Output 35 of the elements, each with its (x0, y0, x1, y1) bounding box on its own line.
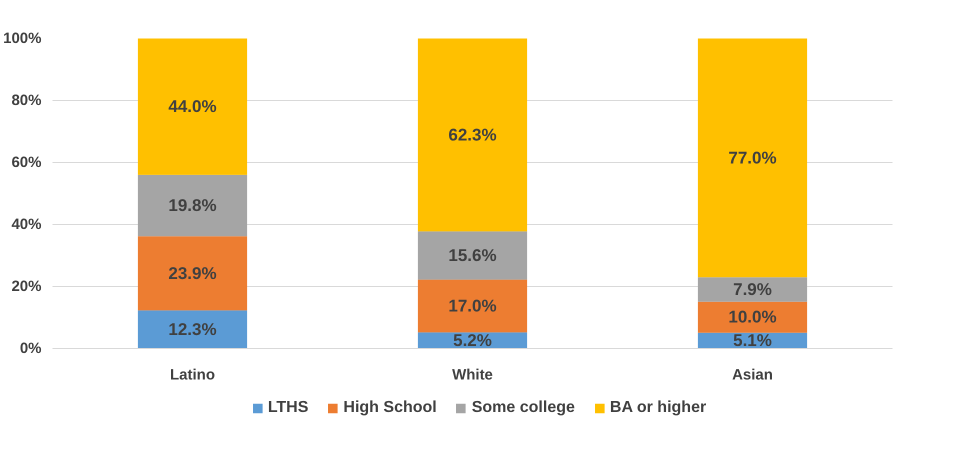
data-label: 77.0% (728, 148, 777, 168)
data-label: 12.3% (168, 320, 217, 339)
y-tick-label: 100% (3, 30, 42, 47)
data-label: 19.8% (168, 196, 217, 216)
bar (138, 174, 248, 236)
bar (418, 280, 528, 332)
bar (138, 38, 248, 175)
y-tick-label: 40% (11, 216, 42, 233)
data-label: 17.0% (448, 296, 497, 316)
y-tick-label: 0% (20, 340, 42, 357)
data-label: 15.6% (448, 246, 497, 265)
data-label: 10.0% (728, 308, 777, 327)
x-tick-label: Latino (170, 366, 216, 384)
bar (698, 38, 808, 278)
y-tick-label: 60% (11, 154, 42, 171)
legend-label: Some college (472, 399, 575, 417)
legend-label: BA or higher (610, 399, 706, 417)
bar (698, 277, 808, 302)
bar (698, 302, 808, 333)
x-tick-label: White (452, 366, 493, 384)
y-tick-label: 20% (11, 278, 42, 295)
bar (418, 38, 528, 232)
legend-label: LTHS (268, 399, 308, 417)
data-label: 23.9% (168, 264, 217, 283)
data-label: 5.1% (733, 331, 772, 350)
y-tick-label: 80% (11, 92, 42, 109)
data-label: 44.0% (168, 97, 217, 116)
x-tick-label: Asian (732, 366, 773, 384)
data-label: 5.2% (453, 330, 492, 350)
data-label: 7.9% (733, 280, 772, 299)
bar (418, 231, 528, 280)
bar (138, 310, 248, 348)
legend-label: High School (343, 399, 437, 417)
data-label: 62.3% (448, 125, 497, 144)
bar (138, 236, 248, 310)
